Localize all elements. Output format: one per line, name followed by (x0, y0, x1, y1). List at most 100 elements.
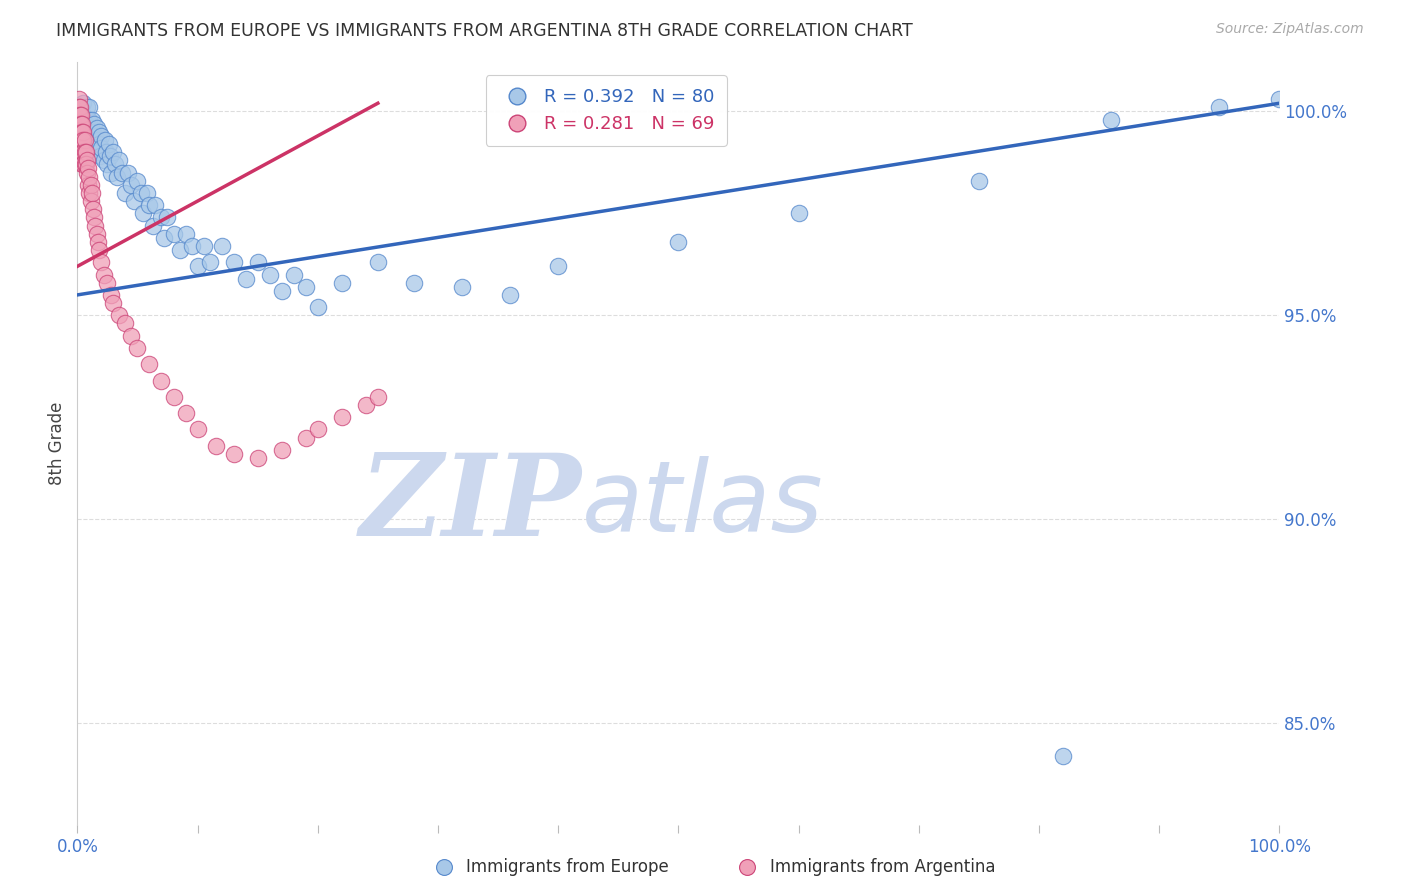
Point (668, 235, 690, 249)
Point (73, 133, 96, 147)
Point (79, 120, 101, 135)
Point (69, 125, 91, 139)
Point (108, 153, 131, 168)
Point (103, 145, 125, 160)
Point (330, 276, 353, 290)
Point (87, 243, 110, 257)
Point (104, 157, 127, 171)
Point (67, 125, 90, 139)
Point (87, 136, 110, 151)
Point (84, 141, 107, 155)
Point (294, 431, 316, 445)
Point (80, 112, 103, 127)
Point (103, 296, 125, 310)
Point (98, 149, 121, 163)
Point (1268, 92, 1291, 106)
Point (433, 860, 456, 874)
Point (87, 133, 110, 147)
Point (174, 227, 197, 241)
Point (246, 255, 269, 269)
Point (120, 178, 142, 192)
Point (69, 133, 91, 147)
Point (222, 447, 245, 461)
Point (402, 276, 425, 290)
Point (84, 219, 107, 233)
Point (72, 157, 94, 171)
Point (79, 133, 101, 147)
Text: IMMIGRANTS FROM EUROPE VS IMMIGRANTS FROM ARGENTINA 8TH GRADE CORRELATION CHART: IMMIGRANTS FROM EUROPE VS IMMIGRANTS FRO… (56, 22, 912, 40)
Point (129, 186, 152, 200)
Point (153, 231, 176, 245)
Point (80, 186, 103, 200)
Point (79, 112, 101, 127)
Point (82, 202, 104, 217)
Point (246, 451, 269, 466)
Point (93, 153, 115, 168)
Point (73, 157, 96, 171)
Point (90, 128, 112, 143)
Point (547, 260, 569, 274)
Text: Source: ZipAtlas.com: Source: ZipAtlas.com (1216, 22, 1364, 37)
Point (787, 206, 810, 220)
Point (75, 157, 97, 171)
Point (67, 108, 90, 122)
Point (69, 108, 91, 122)
Point (70, 108, 93, 122)
Point (72, 133, 94, 147)
Point (259, 268, 281, 282)
Point (127, 341, 149, 355)
Point (79, 186, 101, 200)
Point (76, 165, 98, 179)
Point (105, 169, 128, 184)
Point (93, 268, 115, 282)
Point (69, 100, 91, 114)
Point (76, 112, 98, 127)
Point (87, 145, 110, 160)
Point (96, 157, 118, 171)
Point (86, 227, 108, 241)
Point (111, 165, 134, 179)
Point (150, 374, 173, 388)
Point (114, 186, 136, 200)
Point (204, 439, 226, 453)
Point (100, 165, 122, 179)
Point (70, 133, 93, 147)
Point (70, 141, 93, 155)
Point (330, 410, 353, 425)
Point (79, 169, 101, 184)
Point (67, 117, 90, 131)
Text: Immigrants from Europe: Immigrants from Europe (467, 858, 669, 877)
Point (67, 100, 90, 114)
Point (1208, 100, 1230, 114)
Legend: R = 0.392   N = 80, R = 0.281   N = 69: R = 0.392 N = 80, R = 0.281 N = 69 (486, 75, 727, 145)
Point (222, 255, 245, 269)
Point (87, 125, 110, 139)
Point (94, 133, 117, 147)
Point (117, 165, 139, 179)
Point (186, 260, 209, 274)
Point (70, 145, 93, 160)
Point (70, 133, 93, 147)
Point (89, 149, 111, 163)
Point (72, 96, 94, 111)
Point (96, 145, 118, 160)
Point (193, 239, 215, 253)
Point (83, 211, 105, 225)
Point (127, 174, 149, 188)
Point (138, 357, 160, 371)
Point (76, 100, 98, 114)
Point (211, 239, 233, 253)
Point (354, 398, 377, 412)
Point (150, 211, 173, 225)
Point (451, 279, 474, 293)
Text: ZIP: ZIP (360, 450, 582, 560)
Text: atlas: atlas (582, 457, 824, 553)
Point (72, 145, 94, 160)
Point (69, 112, 91, 127)
Point (90, 141, 112, 155)
Point (70, 117, 93, 131)
Point (79, 194, 101, 208)
Point (162, 227, 184, 241)
Point (67, 92, 90, 106)
Point (145, 198, 167, 212)
